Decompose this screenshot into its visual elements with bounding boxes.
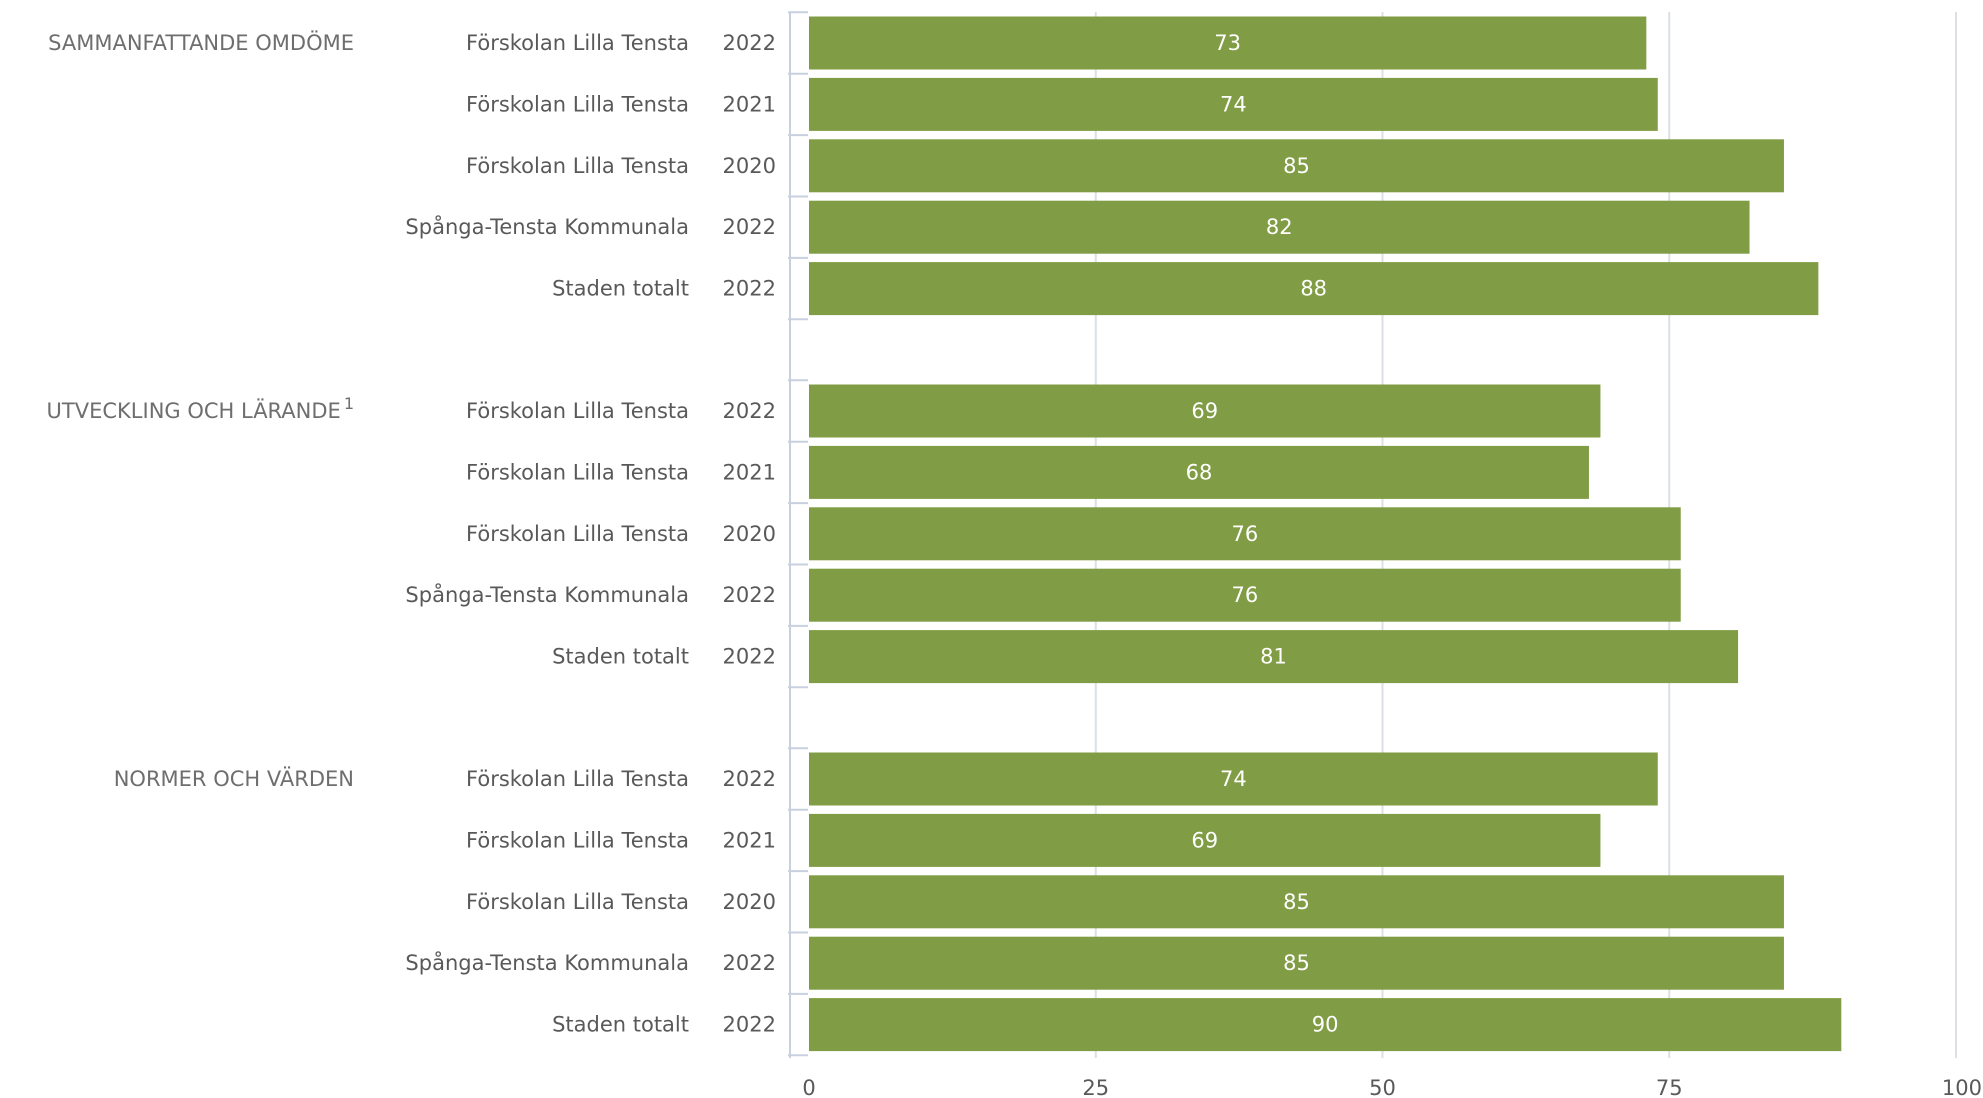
data-label: 73 (1214, 31, 1241, 55)
data-label: 85 (1283, 890, 1310, 914)
labels: SAMMANFATTANDE OMDÖME 73 Förskolan Lilla T… (47, 30, 1339, 1037)
category-label: Förskolan Lilla Tensta (466, 31, 689, 55)
category-label: Förskolan Lilla Tensta (466, 890, 689, 914)
year-label: 2020 (723, 522, 776, 546)
data-label: 69 (1191, 828, 1218, 852)
category-label: Förskolan Lilla Tensta (466, 399, 689, 423)
category-label: Förskolan Lilla Tensta (466, 828, 689, 852)
group-label: NORMER OCH VÄRDEN (114, 766, 354, 791)
category-label: Förskolan Lilla Tensta (466, 767, 689, 791)
x-tick-label: 100 (1942, 1076, 1982, 1098)
bar (809, 752, 1658, 806)
bars (809, 16, 1842, 1052)
year-label: 2021 (723, 92, 776, 116)
year-label: 2022 (723, 215, 776, 239)
x-axis: 0 25 50 75 100 (788, 11, 1982, 1098)
year-label: 2020 (723, 890, 776, 914)
data-label: 68 (1186, 460, 1213, 484)
bar (809, 262, 1819, 316)
group-label-superscript: 1 (344, 394, 354, 413)
bar (809, 936, 1784, 990)
x-tick-label: 50 (1369, 1076, 1396, 1098)
bar (809, 507, 1681, 561)
data-label: 90 (1312, 1013, 1339, 1037)
year-label: 2022 (723, 583, 776, 607)
data-label: 74 (1220, 92, 1247, 116)
category-label: Staden totalt (552, 645, 689, 669)
category-label: Spånga-Tensta Kommunala (405, 950, 689, 975)
bar (809, 813, 1601, 867)
data-label: 85 (1283, 951, 1310, 975)
year-label: 2021 (723, 460, 776, 484)
category-label: Staden totalt (552, 277, 689, 301)
data-label: 81 (1260, 645, 1287, 669)
category-label: Spånga-Tensta Kommunala (405, 214, 689, 239)
year-label: 2021 (723, 828, 776, 852)
bar (809, 875, 1784, 929)
bar (809, 998, 1842, 1052)
group-label: UTVECKLING OCH LÄRANDE 1 (47, 394, 354, 423)
year-label: 2022 (723, 399, 776, 423)
bar (809, 16, 1647, 70)
category-label: Spånga-Tensta Kommunala (405, 582, 689, 607)
group-label: SAMMANFATTANDE OMDÖME (48, 30, 354, 55)
data-label: 76 (1231, 522, 1258, 546)
year-label: 2022 (723, 951, 776, 975)
year-label: 2022 (723, 277, 776, 301)
x-tick-label: 25 (1082, 1076, 1109, 1098)
year-label: 2022 (723, 31, 776, 55)
data-label: 69 (1191, 399, 1218, 423)
data-label: 88 (1300, 277, 1327, 301)
x-tick-label: 0 (802, 1076, 815, 1098)
category-label: Förskolan Lilla Tensta (466, 522, 689, 546)
category-label: Förskolan Lilla Tensta (466, 460, 689, 484)
bar (809, 139, 1784, 193)
year-label: 2022 (723, 645, 776, 669)
bar (809, 77, 1658, 131)
data-label: 85 (1283, 154, 1310, 178)
bar (809, 445, 1589, 499)
year-label: 2022 (723, 1013, 776, 1037)
category-label: Förskolan Lilla Tensta (466, 154, 689, 178)
year-label: 2020 (723, 154, 776, 178)
data-label: 76 (1231, 583, 1258, 607)
data-label: 82 (1266, 215, 1293, 239)
bar (809, 200, 1750, 254)
category-label: Förskolan Lilla Tensta (466, 92, 689, 116)
bar (809, 384, 1601, 438)
bar (809, 630, 1739, 684)
x-tick-label: 75 (1656, 1076, 1683, 1098)
bar (809, 568, 1681, 622)
category-label: Staden totalt (552, 1013, 689, 1037)
year-label: 2022 (723, 767, 776, 791)
data-label: 74 (1220, 767, 1247, 791)
